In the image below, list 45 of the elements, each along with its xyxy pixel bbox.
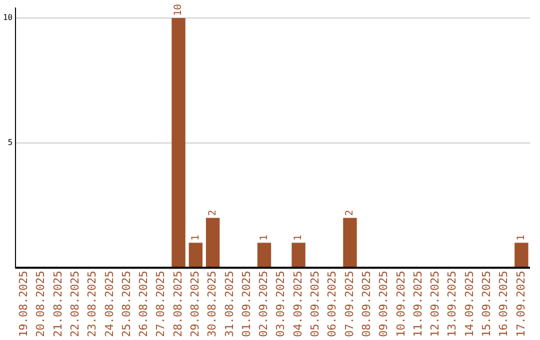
x-tick-label: 19.08.2025 bbox=[17, 270, 30, 338]
x-tick-label: 10.09.2025 bbox=[394, 270, 408, 338]
x-tick-label: 30.08.2025 bbox=[206, 270, 219, 338]
x-tick-label: 31.08.2025 bbox=[222, 270, 236, 338]
x-tick-label: 15.09.2025 bbox=[480, 270, 493, 338]
x-tick-label: 09.09.2025 bbox=[377, 270, 390, 338]
x-tick-label: 08.09.2025 bbox=[360, 270, 373, 338]
x-tick-label: 16.09.2025 bbox=[497, 270, 510, 338]
x-tick-label: 01.09.2025 bbox=[240, 270, 253, 338]
x-tick-label: 23.08.2025 bbox=[86, 270, 99, 338]
bar bbox=[257, 242, 272, 268]
x-tick-label: 11.09.2025 bbox=[411, 270, 424, 338]
data-label: 1 bbox=[258, 234, 270, 241]
bar bbox=[292, 242, 306, 268]
x-tick-label: 12.09.2025 bbox=[428, 270, 442, 338]
x-tick-label: 29.08.2025 bbox=[188, 270, 202, 338]
x-tick-label: 25.08.2025 bbox=[120, 270, 133, 338]
x-tick-label: 28.08.2025 bbox=[171, 270, 184, 338]
data-label: 1 bbox=[293, 234, 304, 241]
x-tick-label: 05.09.2025 bbox=[308, 270, 322, 338]
x-tick-label: 27.08.2025 bbox=[154, 270, 168, 338]
bar bbox=[172, 18, 186, 268]
bar bbox=[206, 218, 220, 268]
x-tick-label: 22.08.2025 bbox=[68, 270, 82, 338]
x-tick-label: 14.09.2025 bbox=[462, 270, 476, 338]
x-tick-label: 20.08.2025 bbox=[34, 270, 48, 338]
x-tick-label: 03.09.2025 bbox=[274, 270, 288, 338]
data-label: 10 bbox=[173, 4, 184, 16]
data-label: 2 bbox=[344, 210, 356, 216]
x-tick-label: 04.09.2025 bbox=[291, 270, 304, 338]
x-tick-label: 24.08.2025 bbox=[102, 270, 116, 338]
data-label: 2 bbox=[207, 210, 218, 216]
bar bbox=[343, 218, 357, 268]
x-tick-label: 02.09.2025 bbox=[257, 270, 270, 338]
x-tick-label: 07.09.2025 bbox=[342, 270, 356, 338]
x-tick-label: 13.09.2025 bbox=[446, 270, 459, 338]
x-tick-label: 21.08.2025 bbox=[51, 270, 64, 338]
x-tick-label: 06.09.2025 bbox=[326, 270, 339, 338]
y-tick-label: 5 bbox=[8, 138, 13, 147]
x-tick-label: 17.09.2025 bbox=[514, 270, 528, 338]
data-label: 1 bbox=[516, 234, 528, 241]
bar bbox=[188, 242, 203, 268]
bar bbox=[514, 242, 528, 268]
x-tick-label: 26.08.2025 bbox=[137, 270, 150, 338]
data-label: 1 bbox=[190, 234, 202, 241]
